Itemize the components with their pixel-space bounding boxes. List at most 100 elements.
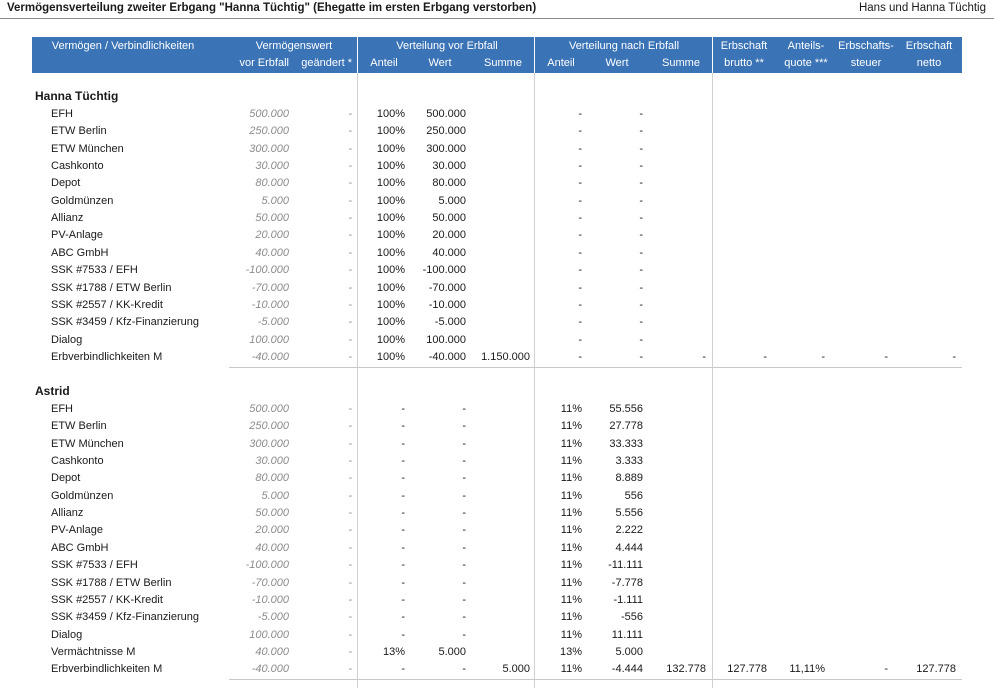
header-tax-2: steuer (850, 57, 882, 69)
row-label: SSK #1788 / ETW Berlin (51, 576, 172, 589)
header-gross-2: brutto ** (724, 57, 764, 69)
before-share-cell: - (401, 507, 405, 520)
before-share-cell: 100% (376, 281, 405, 294)
value-before-cell: -70.000 (251, 281, 289, 294)
table-row: SSK #2557 / KK-Kredit -10.000 - 100% -10.000… (32, 297, 962, 315)
table-header: Vermögen / Verbindlichkeiten Vermögenswe… (32, 37, 962, 73)
value-changed-cell: - (348, 108, 352, 120)
header-before-share: Anteil (370, 57, 398, 69)
before-value-cell: - (462, 437, 466, 450)
header-divider (534, 37, 535, 73)
table-row: ETW München 300.000 - 100% 300.000 - - (32, 141, 962, 159)
table-row: PV-Anlage 20.000 - - - 11% 2.222 (32, 522, 962, 540)
value-changed-cell: - (348, 281, 352, 294)
after-share-cell: 11% (560, 472, 582, 485)
before-share-cell: - (401, 611, 405, 624)
value-changed-cell: - (348, 472, 352, 485)
before-share-cell: - (401, 576, 405, 589)
before-share-cell: - (401, 472, 405, 485)
row-label: Goldmünzen (51, 489, 114, 502)
value-before-cell: 80.000 (255, 177, 289, 190)
before-share-cell: 100% (376, 246, 405, 259)
before-value-cell: 50.000 (432, 212, 466, 225)
value-changed-cell: - (348, 142, 352, 155)
before-share-cell: 13% (382, 645, 405, 658)
value-changed-cell: - (348, 489, 352, 502)
after-share-cell: - (578, 350, 582, 363)
before-share-cell: - (401, 559, 405, 572)
after-value-cell: - (639, 350, 643, 363)
header-net-2: netto (916, 57, 942, 69)
header-after-sum: Summe (662, 57, 700, 69)
value-before-cell: 5.000 (261, 194, 289, 207)
value-before-cell: -100.000 (245, 264, 289, 277)
before-value-cell: - (462, 576, 466, 589)
row-label: Goldmünzen (51, 194, 114, 207)
net-cell: 127.778 (916, 663, 956, 676)
row-label: PV-Anlage (51, 524, 103, 537)
row-label: SSK #2557 / KK-Kredit (51, 298, 163, 311)
after-value-cell: 27.778 (609, 420, 643, 433)
after-value-cell: -11.111 (608, 559, 643, 572)
header-before-sum: Summe (484, 57, 522, 69)
after-share-cell: - (578, 125, 582, 138)
before-share-cell: - (401, 403, 405, 415)
table-row: Vermächtnisse M 40.000 - 13% 5.000 13% 5.000 (32, 644, 962, 662)
row-label: ETW Berlin (51, 125, 107, 138)
after-value-cell: - (639, 177, 643, 190)
table-row: SSK #1788 / ETW Berlin -70.000 - 100% -70.00… (32, 280, 962, 298)
value-changed-cell: - (348, 177, 352, 190)
after-value-cell: 3.333 (615, 455, 643, 468)
before-value-cell: - (462, 541, 466, 554)
table-row: EFH 500.000 - - - 11% 55.556 (32, 401, 962, 419)
header-quota-1: Anteils- (787, 40, 825, 52)
column-divider (534, 37, 535, 688)
value-changed-cell: - (348, 576, 352, 589)
table-row: Erbverbindlichkeiten M -40.000 - 100% -40.00… (32, 349, 962, 367)
table-row: SSK #7533 / EFH -100.000 - 100% -100.000 - - (32, 262, 962, 280)
after-value-cell: 5.000 (615, 645, 643, 658)
value-changed-cell: - (348, 298, 352, 311)
table-row: Dialog 100.000 - - - 11% 11.111 (32, 627, 962, 645)
value-changed-cell: - (348, 437, 352, 450)
after-share-cell: 11% (560, 489, 582, 502)
value-changed-cell: - (348, 507, 352, 520)
value-before-cell: 250.000 (249, 420, 289, 433)
value-changed-cell: - (348, 559, 352, 572)
table-row: Allianz 50.000 - 100% 50.000 - - (32, 210, 962, 228)
value-before-cell: 80.000 (255, 472, 289, 485)
after-value-cell: 8.889 (615, 472, 643, 485)
after-share-cell: 11% (560, 663, 582, 676)
row-label: PV-Anlage (51, 229, 103, 242)
value-before-cell: 100.000 (249, 628, 289, 641)
row-label: Allianz (51, 507, 84, 520)
table-row: SSK #7533 / EFH -100.000 - - - 11% -11.111 (32, 557, 962, 575)
value-before-cell: 50.000 (255, 507, 289, 520)
quota-cell: - (821, 350, 825, 363)
after-share-cell: - (578, 333, 582, 346)
table-row: SSK #1788 / ETW Berlin -70.000 - - - 11% -7.77… (32, 575, 962, 593)
after-share-cell: 11% (560, 420, 582, 433)
value-before-cell: 500.000 (249, 403, 289, 415)
net-cell: - (952, 350, 956, 363)
before-value-cell: - (462, 663, 466, 676)
after-share-cell: 11% (560, 524, 582, 537)
row-label: ETW Berlin (51, 420, 107, 433)
value-changed-cell: - (348, 229, 352, 242)
value-changed-cell: - (348, 524, 352, 537)
table-row: PV-Anlage 20.000 - 100% 20.000 - - (32, 227, 962, 245)
after-sum-cell: 132.778 (666, 663, 706, 676)
before-value-cell: - (462, 593, 466, 606)
row-label: SSK #1788 / ETW Berlin (51, 281, 172, 294)
after-value-cell: - (639, 333, 643, 346)
after-value-cell: - (639, 246, 643, 259)
tax-cell: - (884, 350, 888, 363)
before-value-cell: 40.000 (432, 246, 466, 259)
before-value-cell: 100.000 (426, 333, 466, 346)
header-value-before: vor Erbfall (239, 57, 289, 69)
before-value-cell: - (462, 403, 466, 415)
header-group-value: Vermögenswert (255, 40, 333, 52)
header-item: Vermögen / Verbindlichkeiten (51, 40, 195, 52)
table-row: EFH 500.000 - 100% 500.000 - - (32, 106, 962, 124)
header-value-changed: geändert * (301, 57, 352, 69)
